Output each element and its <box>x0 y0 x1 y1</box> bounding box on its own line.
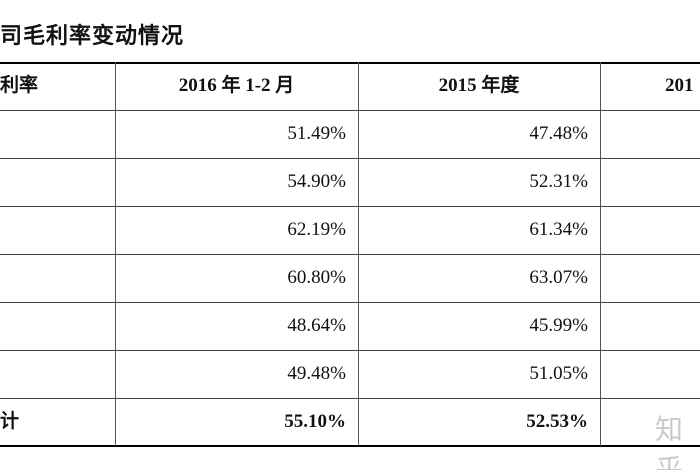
row-divider <box>0 398 700 399</box>
watermark: 知乎 <box>655 413 684 470</box>
row-divider <box>0 350 700 351</box>
header-cell: 201 <box>665 75 694 96</box>
header-cell: 2016 年 1-2 月 <box>178 75 295 96</box>
header-cell: 利率 <box>0 75 39 96</box>
value-cell: 48.64% <box>287 315 346 336</box>
column-divider <box>600 62 601 446</box>
header-cell: 2015 年度 <box>438 75 520 96</box>
value-cell: 61.34% <box>529 219 588 240</box>
value-cell: 63.07% <box>529 267 588 288</box>
column-divider <box>115 62 116 446</box>
total-label: 计 <box>0 411 20 432</box>
value-cell: 52.53% <box>526 411 588 432</box>
column-divider <box>358 62 359 446</box>
table-border <box>0 62 700 64</box>
value-cell: 45.99% <box>529 315 588 336</box>
row-divider <box>0 206 700 207</box>
table-title: 司毛利率变动情况 <box>0 24 185 49</box>
value-cell: 62.19% <box>287 219 346 240</box>
value-cell: 52.31% <box>529 171 588 192</box>
value-cell: 49.48% <box>287 363 346 384</box>
value-cell: 60.80% <box>287 267 346 288</box>
row-divider <box>0 158 700 159</box>
table-border <box>0 445 700 447</box>
value-cell: 54.90% <box>287 171 346 192</box>
value-cell: 47.48% <box>529 123 588 144</box>
value-cell: 51.49% <box>287 123 346 144</box>
row-divider <box>0 110 700 111</box>
value-cell: 55.10% <box>284 411 346 432</box>
row-divider <box>0 302 700 303</box>
value-cell: 51.05% <box>529 363 588 384</box>
row-divider <box>0 254 700 255</box>
